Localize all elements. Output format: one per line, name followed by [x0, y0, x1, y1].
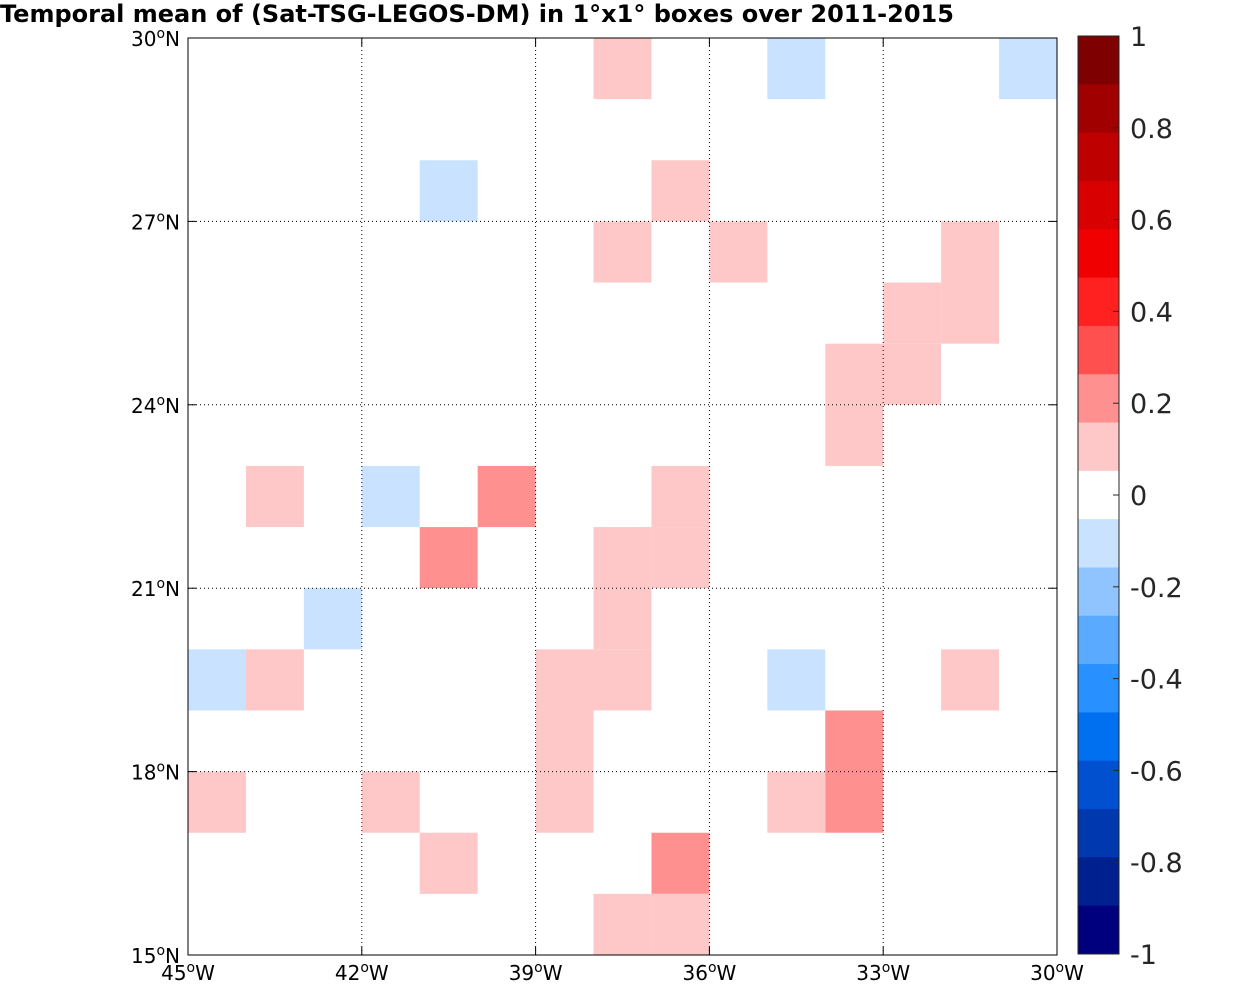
heatmap-cell: [825, 343, 884, 405]
heatmap-cell: [188, 649, 246, 711]
colorbar-segment: [1078, 180, 1119, 230]
colorbar-tick-label: -0.2: [1130, 573, 1183, 604]
plot-frame: [187, 37, 1058, 956]
x-tick-label: 33oW: [856, 960, 910, 984]
colorbar-segment: [1078, 84, 1119, 134]
heatmap-cell: [767, 771, 826, 833]
heatmap-cell: [303, 588, 362, 650]
heatmap-cell: [593, 38, 652, 100]
colorbar: [1077, 35, 1120, 955]
heatmap-cell: [883, 282, 942, 344]
chart-title: Temporal mean of (Sat-TSG-LEGOS-DM) in 1…: [0, 0, 954, 28]
heatmap-cell: [941, 221, 1000, 283]
heatmap-cell: [767, 649, 826, 711]
x-axis-tick-labels: 45oW 42oW 39oW 36oW 33oW 30oW: [161, 960, 1084, 984]
heatmap-cell: [593, 649, 652, 711]
colorbar-tick-label: 0.6: [1130, 206, 1173, 237]
heatmap-cell: [535, 649, 594, 711]
colorbar-segment: [1078, 422, 1119, 472]
heatmap-cell: [188, 771, 246, 833]
heatmap-cell: [825, 710, 884, 772]
colorbar-tick-label: 0.8: [1130, 114, 1173, 145]
heatmap-cell: [419, 527, 478, 589]
colorbar-tick-label: -0.8: [1130, 848, 1183, 879]
colorbar-segment: [1078, 277, 1119, 327]
heatmap-cells: [188, 38, 1057, 955]
colorbar-segment: [1078, 36, 1119, 85]
y-tick-label: 27oN: [131, 209, 180, 234]
heatmap-cell: [883, 343, 942, 405]
colorbar-segment: [1078, 664, 1119, 713]
colorbar-tick-label: 0.2: [1130, 389, 1173, 420]
colorbar-tick-label: -1: [1130, 940, 1157, 971]
y-tick-label: 21oN: [131, 576, 180, 601]
colorbar-segment: [1078, 519, 1119, 568]
x-tick-label: 42oW: [335, 960, 389, 984]
x-tick-label: 39oW: [509, 960, 563, 984]
heatmap-cell: [535, 710, 594, 772]
y-tick-label: 18oN: [131, 760, 180, 785]
heatmap-cell: [651, 160, 710, 222]
x-tick-label: 45oW: [161, 960, 215, 984]
x-tick-label: 36oW: [682, 960, 736, 984]
colorbar-segment: [1078, 615, 1119, 665]
heatmap-cell: [593, 588, 652, 650]
heatmap-cell: [941, 282, 1000, 344]
heatmap-cell: [709, 221, 768, 283]
colorbar-segment: [1078, 760, 1119, 810]
heatmap-cell: [245, 649, 304, 711]
y-tick-label: 15oN: [131, 943, 180, 968]
heatmap-cell: [999, 38, 1057, 100]
colorbar-tick-label: -0.6: [1130, 756, 1183, 787]
colorbar-segment: [1078, 132, 1119, 182]
y-tick-label: 30oN: [131, 26, 180, 51]
colorbar-segment: [1078, 229, 1119, 279]
heatmap-cell: [767, 38, 826, 100]
grid-lines: [188, 38, 1057, 955]
heatmap-cell: [245, 465, 304, 528]
y-axis-tick-labels: 15oN 18oN 21oN 24oN 27oN 30oN: [131, 26, 180, 968]
colorbar-segment: [1078, 857, 1119, 907]
heatmap-cell: [593, 527, 652, 589]
heatmap-cell: [361, 771, 420, 833]
heatmap-cell: [419, 832, 478, 894]
heatmap-cell: [535, 771, 594, 833]
heatmap-cell: [593, 893, 652, 955]
heatmap-cell: [651, 893, 710, 955]
x-tick-label: 30oW: [1030, 960, 1084, 984]
heatmap-cell: [593, 221, 652, 283]
colorbar-tick-labels: 1 0.8 0.6 0.4 0.2 0 -0.2 -0.4 -0.6 -0.8 -1: [1130, 22, 1183, 971]
colorbar-segment: [1078, 567, 1119, 617]
heatmap-cell: [825, 771, 884, 833]
heatmap-cell: [419, 160, 478, 222]
heatmap-cell: [825, 404, 884, 466]
colorbar-tick-label: -0.4: [1130, 665, 1183, 696]
heatmap-cell: [651, 832, 710, 894]
heatmap-cell: [361, 465, 420, 528]
colorbar-segment: [1078, 325, 1119, 375]
colorbar-segment: [1078, 470, 1119, 520]
axis-ticks: [187, 37, 1058, 956]
colorbar-tick-label: 0.4: [1130, 297, 1173, 328]
heatmap-cell: [651, 465, 710, 528]
heatmap-cell: [477, 465, 536, 528]
colorbar-tick-label: 0: [1130, 481, 1147, 512]
colorbar-segment: [1078, 809, 1119, 858]
colorbar-segment: [1078, 712, 1119, 762]
colorbar-segment: [1078, 905, 1119, 955]
colorbar-tick-label: 1: [1130, 22, 1147, 53]
y-tick-label: 24oN: [131, 393, 180, 418]
colorbar-segment: [1078, 374, 1119, 424]
heatmap-cell: [941, 649, 1000, 711]
heatmap-cell: [651, 527, 710, 589]
